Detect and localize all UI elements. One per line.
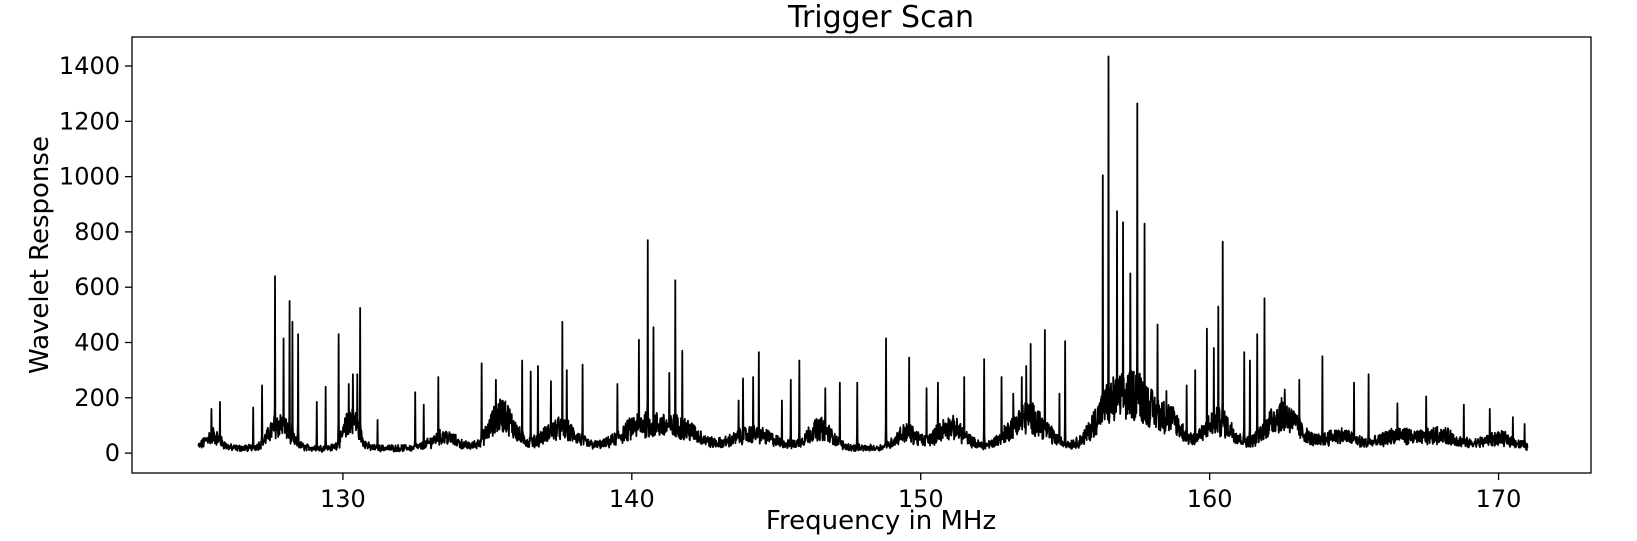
- y-axis-label: Wavelet Response: [25, 136, 55, 374]
- y-tick-label: 1400: [59, 52, 120, 80]
- y-tick-label: 200: [74, 384, 120, 412]
- x-tick-label: 160: [1187, 485, 1233, 513]
- y-tick-label: 0: [105, 439, 120, 467]
- x-axis-label: Frequency in MHz: [766, 506, 996, 536]
- y-tick-label: 1000: [59, 163, 120, 191]
- y-axis: 0 200 400 600 800 1000 1200 1400: [59, 52, 132, 467]
- x-tick-label: 170: [1476, 485, 1522, 513]
- x-tick-label: 130: [320, 485, 366, 513]
- x-tick-label: 140: [609, 485, 655, 513]
- plot-frame: [131, 36, 1592, 474]
- y-tick-label: 800: [74, 218, 120, 246]
- y-tick-label: 400: [74, 329, 120, 357]
- plot-area: [197, 55, 1529, 453]
- chart-title: Trigger Scan: [787, 0, 974, 35]
- y-tick-label: 600: [74, 273, 120, 301]
- y-tick-label: 1200: [59, 107, 120, 135]
- x-tick-label: 150: [898, 485, 944, 513]
- x-axis: 130 140 150 160 170: [320, 473, 1521, 513]
- signal-line: [197, 55, 1529, 453]
